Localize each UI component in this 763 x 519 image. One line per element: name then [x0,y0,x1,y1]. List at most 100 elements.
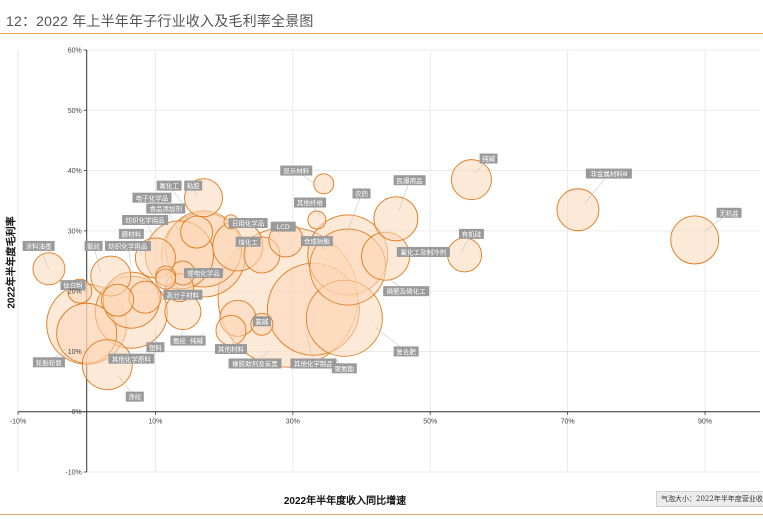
bubble-label: 煤化工 [238,237,258,246]
bubble-label: 钛白粉 [63,281,83,290]
bubble-label-box [393,346,419,357]
bubble-label-box [396,246,450,257]
bubble-label: 纺织化学用品 [126,216,165,225]
bubble-size-note: 气泡大小：2022年半年度营业收入 [656,491,763,507]
chart-title: 12：2022 年上半年年子行业收入及毛利率全景图 [6,13,314,29]
bubble [556,188,600,232]
bubble-label-box [184,180,203,191]
bubble-label-box [156,180,182,191]
bubble-label: 有机硅 [462,229,482,238]
bubble-label: 电子化学品 [136,193,169,202]
bubble [32,252,66,286]
bubble-label-box [125,391,144,402]
bubble-label: 复合肥 [396,347,416,356]
bubble-label-box [479,153,498,164]
bubble-label: 氟化工 [159,181,179,190]
bubble-label: 无机盐 [719,208,739,217]
label-leader [347,193,362,231]
bubble [128,280,162,314]
bubble-label-box [22,240,55,251]
bubble-label: 其他材料 [218,345,245,354]
x-tick-label: 70% [561,419,575,426]
bubble-label: 氟化工及制冷剂 [401,248,447,257]
bubble-label: 锂电化学品 [187,269,220,278]
bubble-label-box [60,280,86,291]
bubble-label: 塑料 [149,343,163,352]
bubble-label-box [163,289,203,300]
bubble [447,237,483,273]
y-tick-label: 30% [68,228,82,235]
bubble-label: 高分子材料 [167,290,200,299]
label-leader [306,333,314,364]
bubble [180,215,214,249]
bubble-label: 其他纤维 [297,198,324,207]
bubble [670,215,720,265]
y-tick-label: 10% [68,349,82,356]
bubble-label-box [383,286,430,297]
axes [17,49,760,473]
bubble-label: 轮胎轮毂 [36,358,63,367]
bubble-label: 其他化学制品 [294,359,333,368]
bubble-label-box [290,358,337,369]
bubble-label: 涂料油墨 [26,242,53,251]
bubble-label-box [300,236,333,247]
bubble-label-box [280,165,313,176]
bubble-label: 粘胶 [187,181,201,190]
bubble-label-box [235,236,261,247]
bubble-label: 膜材料 [122,229,142,238]
x-axis-title: 2022年半年度收入同比增速 [283,496,407,507]
bubble [373,196,419,242]
bubble [313,173,335,195]
y-tick-label: -10% [65,470,81,477]
title-rule [0,33,763,34]
bubble-label-box [293,197,326,208]
bubble-label: 其他化学原料 [112,354,152,363]
bubble [450,159,492,201]
bubble-label: 民爆用品 [397,176,423,185]
bubble-label-box [228,358,282,369]
bubble-label: 食品添加剂 [149,204,182,213]
bubble-label-box [716,207,742,218]
bubble-label-box [132,192,172,203]
bubble-label: 合成树脂 [304,237,331,246]
bubble-label-box [170,335,189,346]
bubble-label-box [108,353,155,364]
label-leader [584,173,610,204]
y-tick-label: 50% [68,108,82,115]
footer-rule [0,514,763,515]
bubble-label-box [32,357,65,368]
bubble-label-box [214,344,247,355]
bubble-label: 聚氨酯 [335,364,355,373]
bubble [215,314,247,346]
x-tick-label: 90% [698,419,712,426]
bubble-label: 氨纶 [173,336,187,345]
bubble [155,268,177,290]
bubble-label-box [331,363,357,374]
bubble-label: LCD [277,223,290,231]
bubble-label-box [118,228,144,239]
bubble-label-box [458,228,484,239]
bubble-label-box [146,342,165,353]
bubble-label-box [146,203,186,214]
bubble-label-box [228,218,268,229]
bubble-label: 橡胶助剂及炭黑 [232,359,278,368]
bubble-label-box [84,240,103,251]
y-tick-label: 60% [68,48,82,55]
bubble-label-box [122,215,169,226]
y-axis-title: 2022年半年度毛利率 [6,216,18,309]
tick-labels: -10% 0% 10% 20% 30% 40% 50% 60% -10% 10% 30% 50% 70%… [10,48,712,477]
bubble-label: 纺织化学用品 [108,242,147,251]
bubble-label-box [104,240,151,251]
bubble-label: 磷肥及磷化工 [387,287,427,296]
bubble [81,339,133,391]
bubble-label: 农药 [355,189,369,198]
bubble-label: 日用化学品 [232,219,265,228]
x-tick-label: 30% [286,419,300,426]
bubble-label: 氯碱 [255,317,269,326]
y-tick-label: 0% [72,409,82,416]
x-tick-label: 50% [423,419,437,426]
bubble-label-box [270,221,296,232]
bubble-label: 涤纶 [128,392,142,401]
